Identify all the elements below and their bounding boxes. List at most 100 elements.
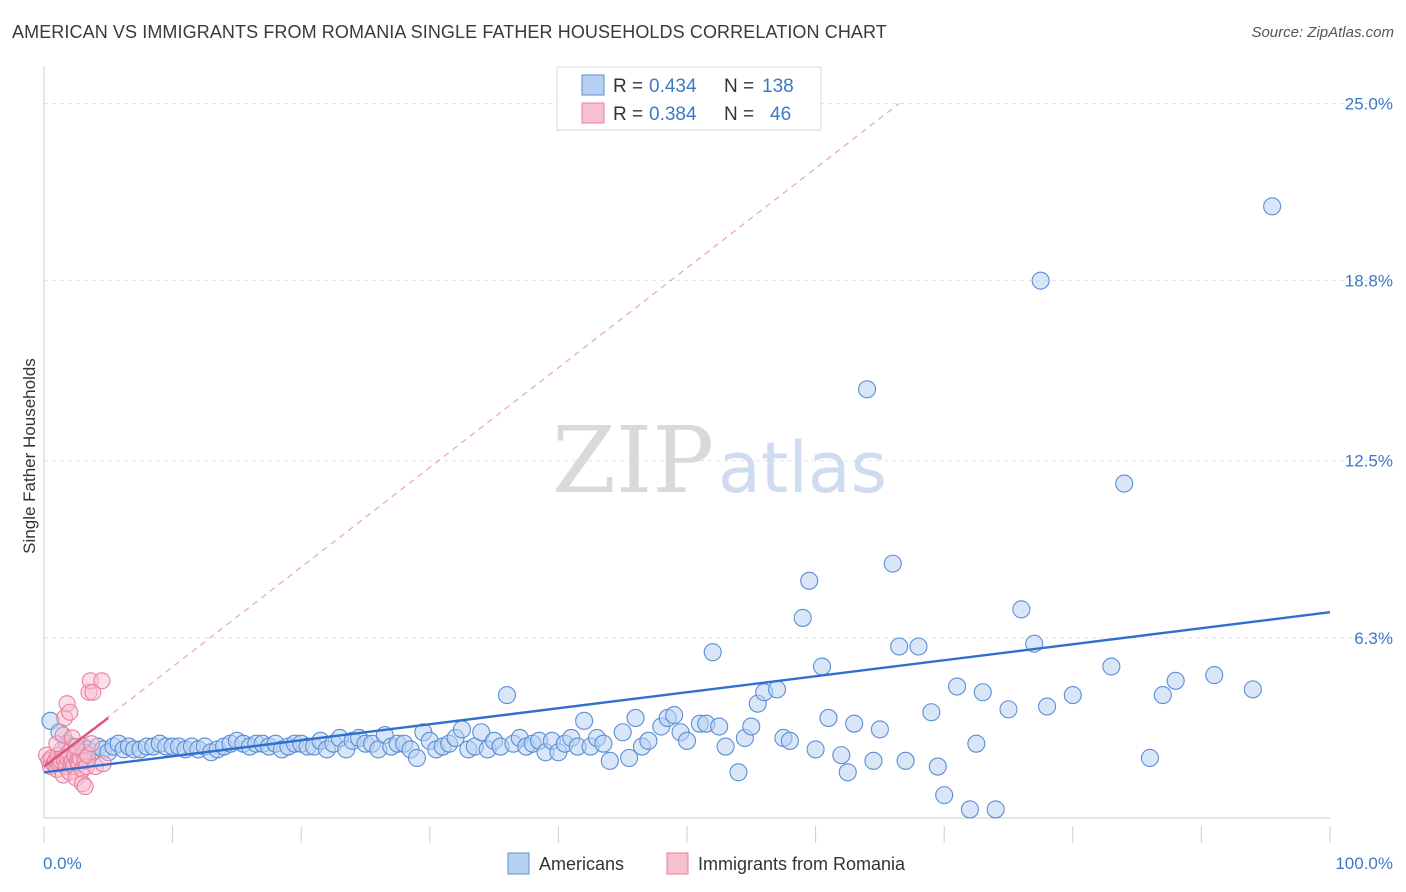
y-tick-label: 6.3% (1354, 629, 1393, 648)
point-american (986, 800, 1005, 819)
point-american (703, 643, 722, 662)
trend-lines (43, 611, 1331, 774)
point-american (896, 751, 915, 770)
legend-n-label: N = (724, 76, 754, 97)
point-american (999, 700, 1018, 719)
point-american (780, 731, 799, 750)
point-american (452, 720, 472, 739)
legend-swatch-romania (581, 102, 605, 124)
point-american (819, 708, 838, 728)
point-american (1140, 748, 1160, 768)
gridlines (44, 102, 1390, 639)
point-american (472, 723, 491, 742)
point-american (1102, 657, 1121, 676)
y-tick-label: 25.0% (1345, 94, 1393, 113)
chart-source: Source: ZipAtlas.com (1251, 24, 1394, 41)
watermark: ZIP atlas (552, 407, 887, 514)
point-american (639, 731, 658, 750)
point-american (870, 720, 889, 739)
point-american (864, 751, 883, 770)
point-romania (76, 778, 94, 796)
point-american (883, 554, 902, 573)
point-american (1263, 197, 1282, 216)
point-american (1205, 666, 1224, 685)
trend-line-romania (43, 717, 110, 768)
point-american (812, 657, 832, 676)
legend-r-label: R = (613, 76, 643, 97)
point-american (767, 680, 787, 699)
legend-bottom-label-americans: Americans (539, 854, 624, 874)
point-american (626, 708, 645, 728)
trend-line-romania-extended (43, 102, 900, 768)
legend-n-value-americans: 138 (762, 76, 794, 97)
legend-n-label: N = (724, 104, 754, 125)
legend-bottom-label-romania: Immigrants from Romania (698, 854, 906, 874)
point-american (575, 711, 594, 730)
americans-points (41, 197, 1282, 819)
point-american (1063, 686, 1082, 705)
trend-line-americans (43, 611, 1331, 774)
legend-r-label: R = (613, 104, 643, 125)
point-american (890, 637, 909, 656)
point-romania (84, 683, 102, 701)
point-american (832, 746, 851, 765)
point-american (928, 757, 947, 776)
watermark-zip: ZIP (552, 407, 714, 514)
point-american (1153, 686, 1172, 705)
point-american (967, 734, 986, 753)
point-american (806, 740, 825, 759)
y-axis-label: Single Father Households (20, 358, 39, 554)
point-american (1243, 680, 1262, 699)
point-american (620, 748, 639, 768)
point-american (909, 637, 928, 656)
point-american (838, 763, 857, 782)
point-romania (93, 672, 111, 690)
point-american (497, 686, 517, 705)
point-american (922, 703, 941, 722)
x-tick-labels: 0.0% 100.0% (43, 854, 1393, 873)
point-american (742, 717, 761, 736)
watermark-atlas: atlas (718, 427, 887, 509)
point-american (800, 571, 819, 590)
point-american (935, 786, 954, 805)
point-american (407, 748, 426, 768)
point-romania (83, 735, 101, 753)
romania-points (38, 672, 112, 796)
legend-n-value-romania: 46 (770, 104, 791, 125)
point-american (710, 717, 729, 736)
axes (43, 66, 1331, 843)
point-american (857, 380, 877, 399)
point-american (600, 751, 619, 770)
series-legend: Americans Immigrants from Romania (507, 852, 906, 875)
point-american (973, 683, 992, 702)
point-american (1012, 600, 1031, 619)
point-american (729, 763, 748, 782)
x-tick-label: 100.0% (1335, 854, 1393, 873)
point-american (960, 800, 979, 819)
y-tick-label: 12.5% (1345, 452, 1393, 471)
legend-r-value-romania: 0.384 (649, 104, 697, 125)
point-american (594, 734, 613, 753)
point-american (1038, 697, 1057, 716)
point-american (716, 737, 735, 756)
legend-bottom-swatch-romania (666, 852, 689, 875)
legend-swatch-americans (581, 74, 605, 96)
point-american (1115, 474, 1134, 493)
point-american (677, 731, 697, 750)
point-american (845, 714, 864, 733)
legend-r-value-americans: 0.434 (649, 76, 697, 97)
point-american (665, 706, 684, 725)
point-american (793, 608, 812, 627)
point-american (1166, 671, 1185, 690)
x-tick-label: 0.0% (43, 854, 82, 873)
legend-bottom-swatch-americans (507, 852, 530, 875)
correlation-legend: R = 0.434 N = 138 R = 0.384 N = 46 (556, 66, 822, 131)
chart-title: AMERICAN VS IMMIGRANTS FROM ROMANIA SING… (12, 22, 887, 42)
point-romania (61, 703, 79, 721)
point-american (613, 723, 632, 742)
pink-trend-extension (43, 102, 900, 768)
point-american (948, 677, 967, 696)
y-tick-label: 18.8% (1345, 272, 1393, 291)
y-tick-labels: 6.3% 12.5% 18.8% 25.0% (1345, 94, 1393, 647)
